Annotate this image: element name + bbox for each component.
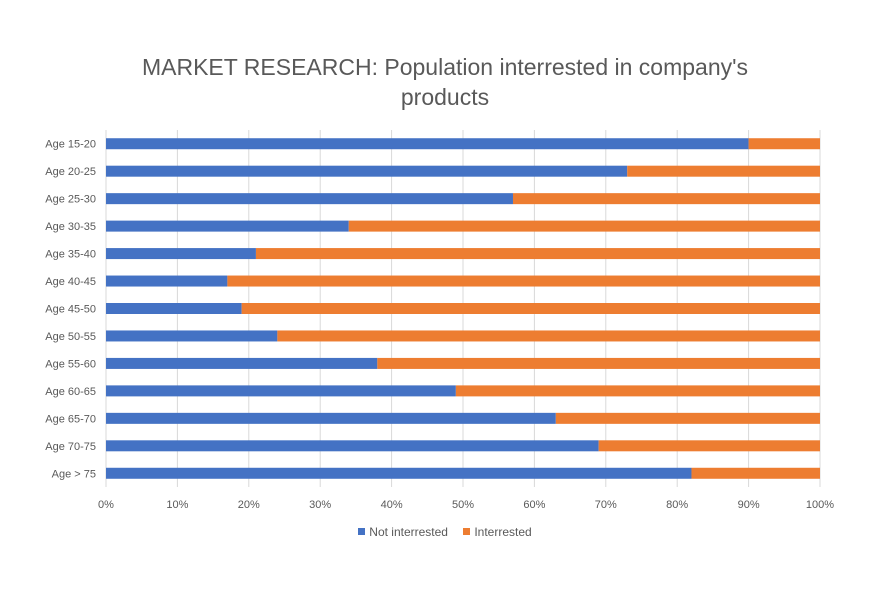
- x-tick-label: 60%: [523, 499, 545, 511]
- bars: [106, 138, 820, 479]
- category-label: Age 15-20: [45, 139, 96, 151]
- category-label: Age 50-55: [45, 331, 96, 343]
- bar-segment: [598, 440, 820, 452]
- legend-label-not-interested: Not interrested: [369, 524, 448, 539]
- x-tick-label: 70%: [595, 499, 617, 511]
- legend-label-interested: Interrested: [474, 524, 532, 539]
- x-tick-label: 90%: [738, 499, 760, 511]
- bar-segment: [555, 412, 820, 424]
- category-label: Age 40-45: [45, 276, 96, 288]
- x-tick-label: 50%: [452, 499, 474, 511]
- bar-segment: [748, 138, 820, 150]
- category-label: Age 60-65: [45, 386, 96, 398]
- bar-segment: [255, 248, 820, 260]
- x-tick-labels: 0% 10% 20% 30% 40% 50% 60% 70% 80% 90% 100%: [98, 499, 834, 511]
- category-label: Age 55-60: [45, 358, 96, 370]
- legend-item-not-interested: Not interrested: [358, 525, 448, 539]
- x-tick-label: 80%: [666, 499, 688, 511]
- bar-segment: [377, 357, 820, 369]
- bar-segment: [106, 138, 749, 150]
- bar-segment: [691, 467, 820, 479]
- x-tick-label: 10%: [166, 499, 188, 511]
- bar-segment: [512, 193, 820, 205]
- chart-title: MARKET RESEARCH: Population interrested …: [141, 54, 749, 110]
- category-labels: Age 15-20 Age 20-25 Age 25-30 Age 30-35 Age …: [45, 139, 96, 481]
- bar-segment: [106, 220, 349, 232]
- x-tick-label: 0%: [98, 499, 114, 511]
- bar-segment: [348, 220, 820, 232]
- category-label: Age 35-40: [45, 249, 96, 261]
- bar-segment: [106, 357, 378, 369]
- bar-segment: [106, 467, 692, 479]
- x-tick-label: 30%: [309, 499, 331, 511]
- legend-item-interested: Interrested: [463, 524, 532, 539]
- bar-segment: [106, 330, 278, 342]
- category-label: Age 25-30: [45, 194, 96, 206]
- category-label: Age > 75: [52, 468, 96, 480]
- x-tick-label: 40%: [381, 499, 403, 511]
- category-label: Age 45-50: [45, 304, 96, 316]
- bar-segment: [106, 193, 513, 205]
- legend: Not interrested Interrested: [0, 524, 890, 539]
- bar-segment: [106, 248, 256, 260]
- bar-segment: [277, 330, 820, 342]
- bar-segment: [106, 440, 599, 452]
- x-tick-label: 20%: [238, 499, 260, 511]
- bar-segment: [106, 275, 228, 287]
- legend-swatch-not-interested: [358, 528, 366, 535]
- x-tick-label: 100%: [806, 499, 834, 511]
- bar-segment: [227, 275, 820, 287]
- category-label: Age 30-35: [45, 221, 96, 233]
- bar-segment: [106, 385, 456, 397]
- bar-segment: [241, 303, 820, 314]
- category-label: Age 70-75: [45, 441, 96, 453]
- bar-segment: [106, 303, 242, 314]
- bar-segment: [106, 165, 628, 177]
- category-label: Age 65-70: [45, 413, 96, 425]
- bar-segment: [106, 412, 556, 424]
- bar-segment: [627, 165, 820, 177]
- bar-segment: [455, 385, 820, 397]
- legend-swatch-interested: [463, 528, 471, 535]
- category-label: Age 20-25: [45, 166, 96, 178]
